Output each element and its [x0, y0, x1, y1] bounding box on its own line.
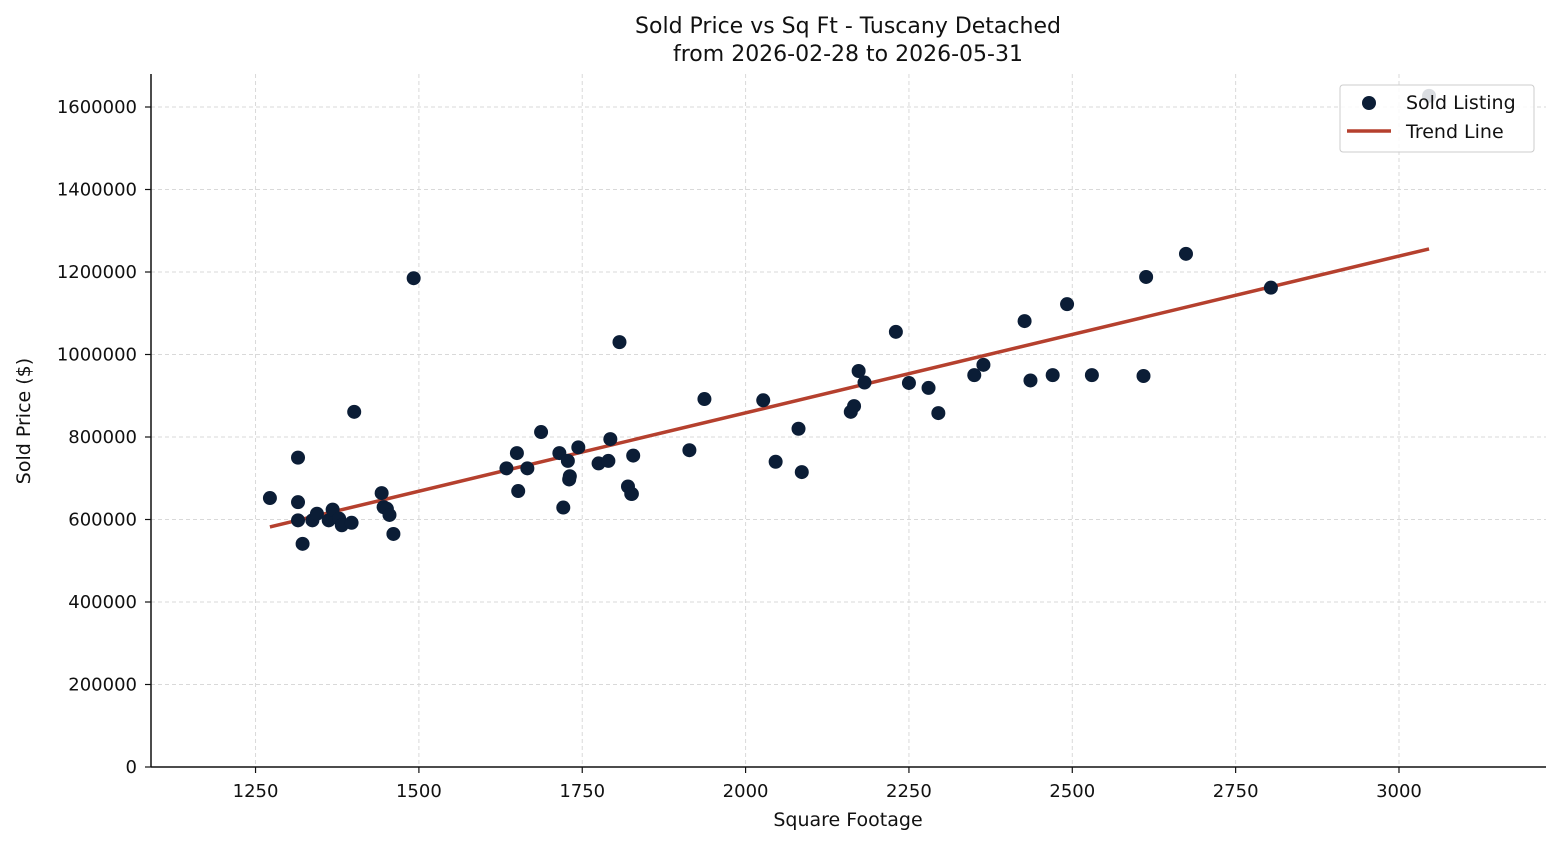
data-points — [262, 88, 1437, 551]
scatter-point — [1060, 297, 1075, 312]
scatter-point — [697, 392, 712, 407]
scatter-point — [374, 486, 389, 501]
scatter-point — [756, 393, 771, 408]
x-tick-label: 2750 — [1213, 781, 1259, 802]
scatter-point — [857, 375, 872, 390]
x-tick-label: 3000 — [1376, 781, 1422, 802]
y-tick-label: 1400000 — [57, 180, 137, 201]
y-tick-label: 200000 — [68, 675, 137, 696]
x-tick-label: 1750 — [559, 781, 605, 802]
scatter-point — [888, 324, 903, 339]
scatter-point — [509, 446, 524, 461]
x-tick-label: 2250 — [886, 781, 932, 802]
scatter-point — [612, 335, 627, 350]
scatter-point — [262, 491, 277, 506]
scatter-point — [791, 421, 806, 436]
scatter-point — [386, 526, 401, 541]
y-tick-label: 1000000 — [57, 345, 137, 366]
x-tick-label: 1250 — [233, 781, 279, 802]
trend-line-layer — [269, 247, 1430, 529]
scatter-point — [1023, 373, 1038, 388]
scatter-point — [1136, 368, 1151, 383]
scatter-point — [520, 461, 535, 476]
x-tick-label: 1500 — [396, 781, 442, 802]
scatter-point — [406, 271, 421, 286]
x-tick-label: 2500 — [1049, 781, 1095, 802]
legend-marker-sold-listing — [1362, 96, 1376, 110]
scatter-point — [768, 454, 783, 469]
scatter-point — [291, 513, 306, 528]
scatter-point — [309, 506, 324, 521]
scatter-point — [967, 368, 982, 383]
scatter-point — [560, 453, 575, 468]
x-axis-label: Square Footage — [773, 809, 922, 831]
scatter-point — [556, 500, 571, 515]
scatter-point — [1017, 314, 1032, 329]
legend-box — [1339, 84, 1535, 153]
scatter-point — [624, 486, 639, 501]
scatter-point — [291, 495, 306, 510]
scatter-point — [347, 404, 362, 419]
scatter-point — [382, 507, 397, 522]
axes — [145, 74, 1546, 773]
scatter-point — [794, 465, 809, 480]
legend-label-sold-listing: Sold Listing — [1406, 92, 1516, 114]
x-tick-label: 2000 — [723, 781, 769, 802]
scatter-point — [295, 536, 310, 551]
scatter-point — [511, 484, 526, 499]
trend-line — [269, 247, 1430, 529]
scatter-point — [626, 448, 641, 463]
scatter-point — [534, 425, 549, 440]
scatter-point — [931, 406, 946, 421]
scatter-point — [601, 453, 616, 468]
scatter-point — [499, 461, 514, 476]
y-axis-label: Sold Price ($) — [13, 358, 35, 484]
scatter-point — [682, 443, 697, 458]
scatter-point — [603, 432, 618, 447]
legend: Sold Listing Trend Line — [1339, 84, 1535, 153]
scatter-point — [291, 450, 306, 465]
scatter-point — [571, 440, 586, 455]
chart-title: Sold Price vs Sq Ft - Tuscany Detached — [635, 14, 1061, 39]
scatter-point — [901, 375, 916, 390]
y-tick-label: 1200000 — [57, 262, 137, 283]
scatter-point — [847, 399, 862, 414]
scatter-point — [1178, 246, 1193, 261]
grid-lines — [151, 74, 1546, 768]
chart-subtitle: from 2026-02-28 to 2026-05-31 — [673, 42, 1023, 67]
y-tick-label: 800000 — [68, 427, 137, 448]
scatter-point — [321, 513, 336, 528]
scatter-point — [851, 364, 866, 378]
scatter-point — [562, 469, 577, 484]
y-tick-label: 400000 — [68, 592, 137, 613]
scatter-point — [1263, 280, 1278, 295]
scatter-point — [976, 357, 991, 372]
scatter-point — [1084, 368, 1099, 383]
scatter-point — [1139, 269, 1154, 284]
legend-label-trend-line: Trend Line — [1405, 121, 1504, 143]
tick-labels: 1250 1500 1750 2000 2250 2500 2750 3000 0 200000 4… — [57, 97, 1422, 802]
y-tick-label: 0 — [126, 757, 137, 778]
scatter-point — [1045, 368, 1060, 383]
y-tick-label: 600000 — [68, 510, 137, 531]
y-tick-label: 1600000 — [57, 97, 137, 118]
scatter-point — [344, 515, 359, 530]
scatter-point — [921, 380, 936, 395]
